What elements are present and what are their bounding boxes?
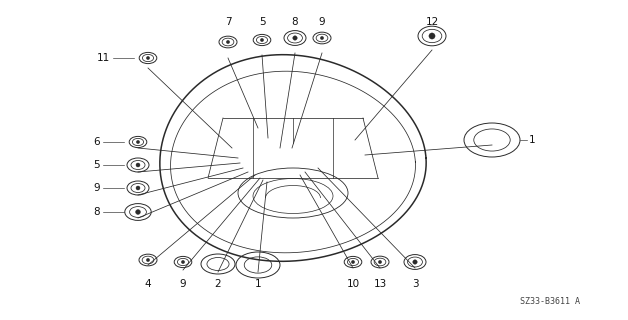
Circle shape — [136, 140, 139, 144]
Circle shape — [226, 40, 230, 44]
Text: 11: 11 — [97, 53, 110, 63]
Circle shape — [136, 163, 140, 167]
Text: 9: 9 — [180, 279, 187, 289]
Text: 6: 6 — [94, 137, 100, 147]
Text: 8: 8 — [94, 207, 100, 217]
Text: 5: 5 — [94, 160, 100, 170]
Text: SZ33-B3611 A: SZ33-B3611 A — [520, 298, 580, 307]
Circle shape — [413, 260, 417, 264]
Circle shape — [429, 33, 435, 39]
Circle shape — [320, 36, 323, 40]
Circle shape — [261, 38, 264, 42]
Text: 12: 12 — [425, 17, 438, 27]
Text: 4: 4 — [144, 279, 151, 289]
Text: 9: 9 — [318, 17, 325, 27]
Text: 2: 2 — [215, 279, 221, 289]
Text: 5: 5 — [259, 17, 265, 27]
Text: 8: 8 — [291, 17, 298, 27]
Text: 10: 10 — [347, 279, 360, 289]
Text: 13: 13 — [374, 279, 387, 289]
Circle shape — [181, 260, 185, 264]
Circle shape — [136, 210, 141, 214]
Text: 1: 1 — [255, 279, 261, 289]
Circle shape — [146, 258, 149, 262]
Text: 1: 1 — [529, 135, 536, 145]
Text: 3: 3 — [412, 279, 418, 289]
Circle shape — [293, 36, 297, 40]
Circle shape — [352, 260, 355, 264]
Circle shape — [379, 260, 382, 264]
Text: 9: 9 — [94, 183, 100, 193]
Circle shape — [146, 56, 149, 60]
Text: 7: 7 — [225, 17, 231, 27]
Circle shape — [136, 186, 140, 190]
